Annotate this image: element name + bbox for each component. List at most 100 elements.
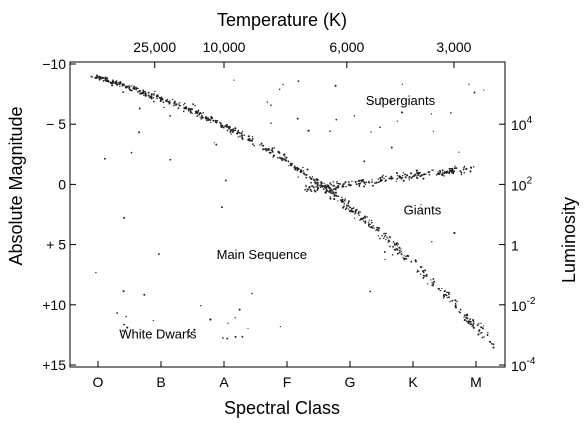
star-point [391,253,394,256]
star-point [367,223,370,226]
star-point [116,312,119,314]
star-point [144,90,146,93]
left-tick-label: + 5 [46,237,66,253]
star-point [168,101,171,104]
star-point [162,101,165,104]
star-point [179,104,181,107]
star-point [96,75,98,78]
star-point [282,83,284,86]
star-point [446,296,449,299]
star-point [377,230,380,232]
star-point [322,188,325,191]
star-point [325,192,327,194]
star-point [368,99,371,102]
star-point [156,94,158,97]
star-point [432,285,434,287]
star-point [384,258,386,261]
star-point [183,104,185,106]
star-point [219,122,222,125]
star-point [353,115,356,117]
star-point [465,316,468,319]
star-point [390,146,393,149]
star-point [438,172,440,174]
star-point [334,191,337,194]
star-point [395,243,398,246]
star-point [305,186,307,188]
star-point [107,80,110,83]
star-point [463,166,465,169]
star-point [315,186,317,188]
star-point [147,91,150,94]
star-point [122,91,124,94]
star-point [352,207,354,210]
star-point [325,190,328,193]
star-point [370,219,373,222]
star-point [183,106,186,109]
star-point [214,120,216,122]
star-point [389,245,391,248]
star-point [371,181,373,183]
star-point [117,82,120,84]
star-point [122,83,125,85]
star-point [348,183,350,186]
star-point [222,337,224,339]
star-point [344,201,346,203]
star-point [238,132,241,134]
star-point [330,189,334,192]
star-point [306,168,309,171]
star-point [266,101,268,103]
star-point [302,172,305,175]
star-point [375,229,377,232]
star-point [390,175,393,178]
star-point [278,151,281,154]
star-point [448,293,450,296]
star-point [422,276,425,279]
star-point [251,137,254,140]
star-point [333,193,336,197]
star-point [297,176,299,178]
star-point [479,332,481,334]
star-point [339,183,342,185]
star-point [139,92,141,95]
star-point [216,119,219,122]
star-point [454,167,457,170]
star-point [220,206,223,209]
star-point [307,129,310,132]
star-point [465,168,468,171]
star-point [320,184,323,187]
star-point [486,334,489,336]
star-point [344,198,346,200]
star-point [333,192,335,195]
star-point [342,206,344,209]
star-point [304,188,306,191]
star-point [407,255,410,258]
star-point [454,165,456,167]
star-point [472,322,474,324]
star-point [347,204,350,207]
star-point [333,184,335,187]
star-point [460,171,463,174]
star-point [401,174,404,177]
star-point [159,97,161,99]
star-point [329,191,332,194]
star-point [419,273,422,275]
star-point [226,337,229,340]
star-point [333,198,336,201]
star-point [193,328,196,331]
star-point [99,77,102,80]
star-point [451,299,454,302]
star-point [473,91,476,94]
star-point [385,236,388,238]
star-point [213,142,215,144]
star-point [329,130,331,133]
star-point [202,111,204,114]
star-point [422,173,425,176]
left-tick-label: − 5 [46,116,66,132]
star-point [265,149,268,152]
star-point [415,169,418,172]
star-point [365,181,368,183]
star-point [191,108,193,111]
star-point [156,97,158,100]
star-point [398,251,401,254]
star-point [347,200,350,203]
